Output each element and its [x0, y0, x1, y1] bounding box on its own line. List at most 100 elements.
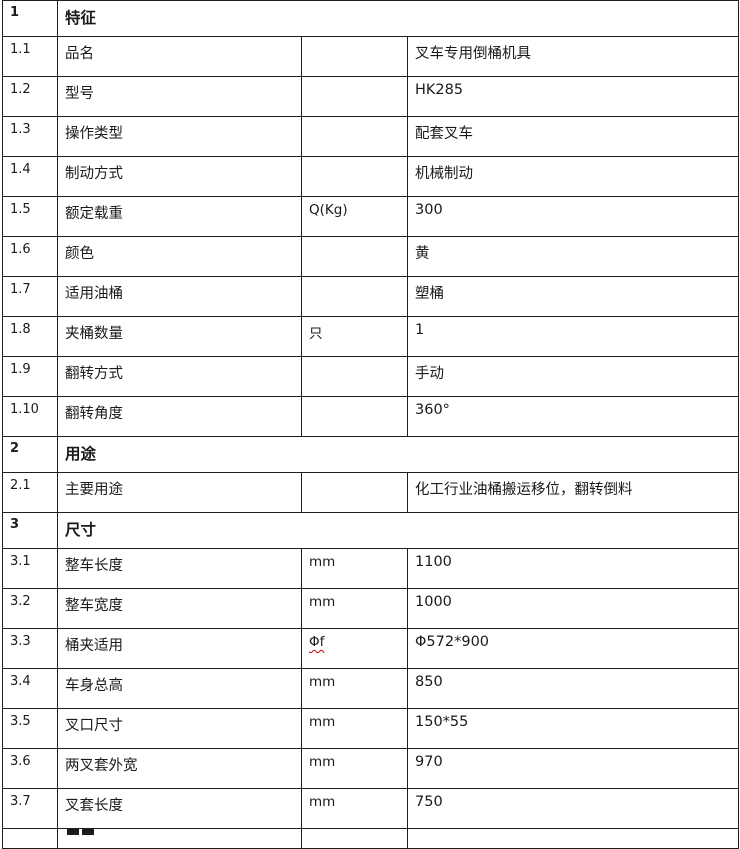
spec-unit-spellchecked: Φf	[309, 634, 325, 650]
table-row: 3.5 叉口尺寸 mm 150*55	[2, 708, 740, 749]
table-row: 3.6 两叉套外宽 mm 970	[2, 748, 740, 789]
row-id: 1.10	[2, 396, 58, 437]
spec-unit: mm	[301, 588, 408, 629]
section-header-row: 1 特征	[2, 0, 740, 37]
spec-label: 翻转角度	[57, 396, 302, 437]
row-id: 1.7	[2, 276, 58, 317]
spec-label: 整车长度	[57, 548, 302, 589]
spec-value: 750	[406, 788, 740, 829]
row-id: 1.9	[2, 356, 58, 397]
spec-unit	[301, 76, 408, 117]
spec-unit: mm	[301, 668, 408, 709]
row-id: 3.7	[2, 788, 58, 829]
row-id: 2.1	[2, 472, 58, 513]
table-row: 1.9 翻转方式 手动	[2, 356, 740, 397]
table-row: 1.5 额定载重 Q(Kg) 300	[2, 196, 740, 237]
spec-value: 1	[406, 316, 740, 357]
table-row: 1.1 品名 叉车专用倒桶机具	[2, 36, 740, 77]
spec-label: 两叉套外宽	[57, 748, 302, 789]
row-id: 1.6	[2, 236, 58, 277]
spec-unit	[301, 236, 408, 277]
spec-value: 手动	[406, 356, 740, 397]
section-header-row: 3 尺寸	[2, 512, 740, 549]
spec-value: 化工行业油桶搬运移位，翻转倒料	[406, 472, 740, 513]
spec-unit	[301, 116, 408, 157]
table-row: 3.4 车身总高 mm 850	[2, 668, 740, 709]
section-title: 用途	[56, 436, 740, 473]
spec-value: 叉车专用倒桶机具	[406, 36, 740, 77]
spec-unit	[301, 36, 408, 77]
table-row: 3.3 桶夹适用 Φf Φ572*900	[2, 628, 740, 669]
spec-unit	[301, 276, 408, 317]
row-id: 1.5	[2, 196, 58, 237]
spec-label: 叉套长度	[57, 788, 302, 829]
clipped-text-sliver	[67, 829, 94, 835]
row-id: 1.2	[2, 76, 58, 117]
section-header-row: 2 用途	[2, 436, 740, 473]
table-row: 3.7 叉套长度 mm 750	[2, 788, 740, 829]
spec-label: 整车宽度	[57, 588, 302, 629]
spec-label: 桶夹适用	[57, 628, 302, 669]
spec-value: HK285	[406, 76, 740, 117]
section-title: 特征	[56, 0, 740, 37]
spec-unit	[301, 472, 408, 513]
spec-value: 850	[406, 668, 740, 709]
table-row: 3.1 整车长度 mm 1100	[2, 548, 740, 589]
spec-label: 主要用途	[57, 472, 302, 513]
spec-label: 型号	[57, 76, 302, 117]
row-id: 2	[2, 436, 58, 473]
spec-value: 150*55	[406, 708, 740, 749]
table-row: 1.10 翻转角度 360°	[2, 396, 740, 437]
row-id: 3.4	[2, 668, 58, 709]
spec-label: 翻转方式	[57, 356, 302, 397]
spec-value: 配套叉车	[406, 116, 740, 157]
spec-label: 适用油桶	[57, 276, 302, 317]
table-row: 1.7 适用油桶 塑桶	[2, 276, 740, 317]
section-title: 尺寸	[56, 512, 740, 549]
row-id: 3.5	[2, 708, 58, 749]
spec-unit: mm	[301, 748, 408, 789]
table-row: 2.1 主要用途 化工行业油桶搬运移位，翻转倒料	[2, 472, 740, 513]
row-id: 3.3	[2, 628, 58, 669]
row-id: 1.3	[2, 116, 58, 157]
spec-label: 品名	[57, 36, 302, 77]
spec-value: 1100	[406, 548, 740, 589]
row-id: 1.8	[2, 316, 58, 357]
spec-unit: mm	[301, 788, 408, 829]
row-id: 3.2	[2, 588, 58, 629]
spec-unit	[301, 396, 408, 437]
spec-unit: Q(Kg)	[301, 196, 408, 237]
row-id: 1	[2, 0, 58, 37]
row-id: 1.1	[2, 36, 58, 77]
row-id: 3.6	[2, 748, 58, 789]
spec-value: 360°	[406, 396, 740, 437]
spec-value: 300	[406, 196, 740, 237]
table-row: 1.2 型号 HK285	[2, 76, 740, 117]
spec-value: 黄	[406, 236, 740, 277]
spec-unit	[301, 156, 408, 197]
spec-unit: 只	[301, 316, 408, 357]
spec-label: 夹桶数量	[57, 316, 302, 357]
table-row: 1.8 夹桶数量 只 1	[2, 316, 740, 357]
spec-value: 塑桶	[406, 276, 740, 317]
spec-label: 额定载重	[57, 196, 302, 237]
table-row: 3.2 整车宽度 mm 1000	[2, 588, 740, 629]
spec-unit: mm	[301, 548, 408, 589]
row-id: 1.4	[2, 156, 58, 197]
table-row: 1.6 颜色 黄	[2, 236, 740, 277]
spec-label: 车身总高	[57, 668, 302, 709]
spec-value: 1000	[406, 588, 740, 629]
row-id: 3	[2, 512, 58, 549]
spec-label: 颜色	[57, 236, 302, 277]
spec-unit	[301, 356, 408, 397]
spec-label: 操作类型	[57, 116, 302, 157]
spec-value: Φ572*900	[406, 628, 740, 669]
spec-value: 机械制动	[406, 156, 740, 197]
spec-value: 970	[406, 748, 740, 789]
spec-unit: mm	[301, 708, 408, 749]
row-id: 3.1	[2, 548, 58, 589]
table-row: 1.4 制动方式 机械制动	[2, 156, 740, 197]
table-row: 1.3 操作类型 配套叉车	[2, 116, 740, 157]
spec-label: 制动方式	[57, 156, 302, 197]
